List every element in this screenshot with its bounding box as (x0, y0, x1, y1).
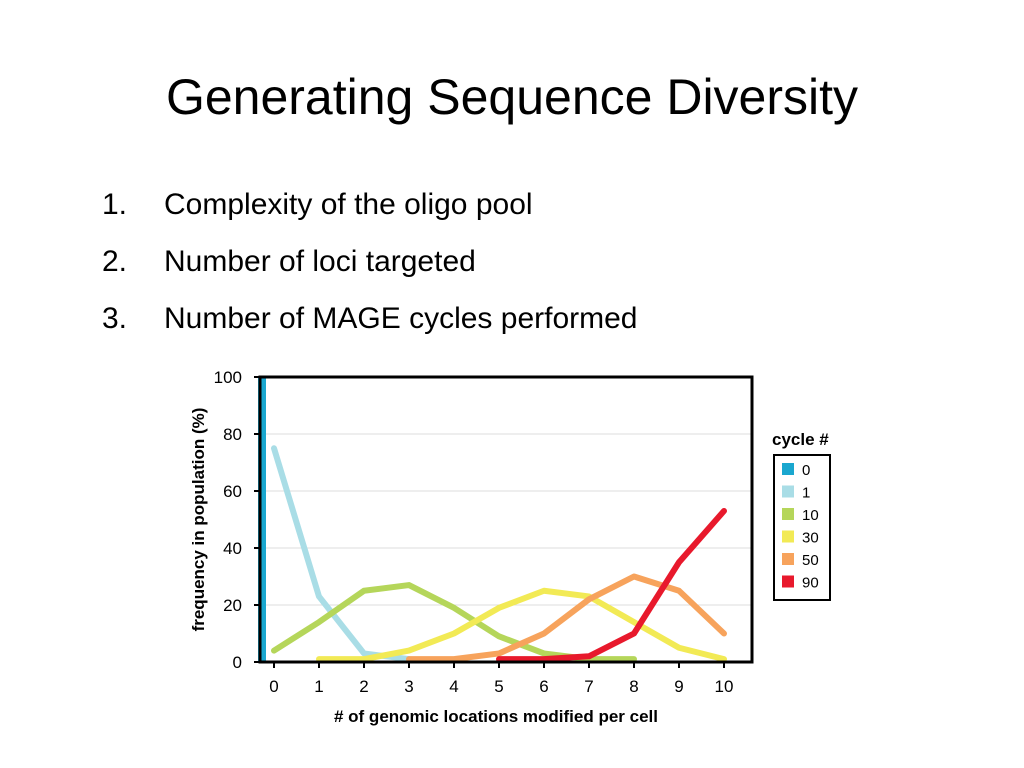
x-tick-label: 5 (494, 677, 503, 696)
bullet-item: 2. Number of loci targeted (102, 243, 902, 281)
bullet-text: Number of MAGE cycles performed (164, 302, 638, 335)
y-tick-label: 100 (214, 368, 242, 387)
x-tick-label: 7 (584, 677, 593, 696)
x-tick-label: 0 (269, 677, 278, 696)
legend-swatch-50 (782, 553, 794, 565)
x-tick-label: 6 (539, 677, 548, 696)
y-tick-label: 20 (223, 596, 242, 615)
series-line-50 (406, 573, 727, 663)
x-axis-label: # of genomic locations modified per cell (334, 707, 658, 726)
x-tick-label: 2 (359, 677, 368, 696)
x-tick-label: 4 (449, 677, 458, 696)
legend-swatch-90 (782, 575, 794, 588)
x-tick-label: 8 (629, 677, 638, 696)
bullet-item: 1. Complexity of the oligo pool (102, 186, 902, 224)
legend-label-30: 30 (802, 530, 819, 547)
series-line-90 (496, 507, 727, 663)
bullet-number: 3. (102, 302, 128, 335)
x-tick-label: 3 (404, 677, 413, 696)
y-tick-label: 60 (223, 482, 242, 501)
legend-swatch-10 (782, 508, 794, 520)
bullet-number: 2. (102, 245, 128, 278)
legend-label-10: 10 (802, 507, 819, 524)
bullet-text: Number of loci targeted (164, 245, 476, 278)
slide-title: Generating Sequence Diversity (165, 69, 859, 125)
legend-title: cycle # (772, 430, 829, 449)
series-line-30 (316, 587, 727, 663)
y-tick-label: 40 (223, 539, 242, 558)
legend-swatch-1 (782, 485, 794, 498)
legend-label-0: 0 (802, 462, 810, 479)
legend-label-50: 50 (802, 552, 819, 569)
x-tick-label: 9 (674, 677, 683, 696)
y-axis-label: frequency in population (%) (189, 408, 208, 632)
bullet-number: 1. (102, 188, 128, 221)
series-line-1 (271, 445, 412, 663)
x-tick-label: 10 (715, 677, 734, 696)
legend-label-90: 90 (802, 575, 819, 592)
legend-label-1: 1 (802, 485, 810, 502)
bullet-list: 1. Complexity of the oligo pool 2. Numbe… (102, 186, 902, 357)
y-tick-label: 80 (223, 425, 242, 444)
legend-swatch-0 (782, 463, 794, 475)
bullet-text: Complexity of the oligo pool (164, 188, 533, 221)
y-tick-label: 0 (233, 653, 242, 672)
bullet-item: 3. Number of MAGE cycles performed (102, 300, 902, 338)
plot-frame (258, 375, 754, 664)
x-tick-label: 1 (314, 677, 323, 696)
legend-swatch-30 (782, 530, 794, 543)
